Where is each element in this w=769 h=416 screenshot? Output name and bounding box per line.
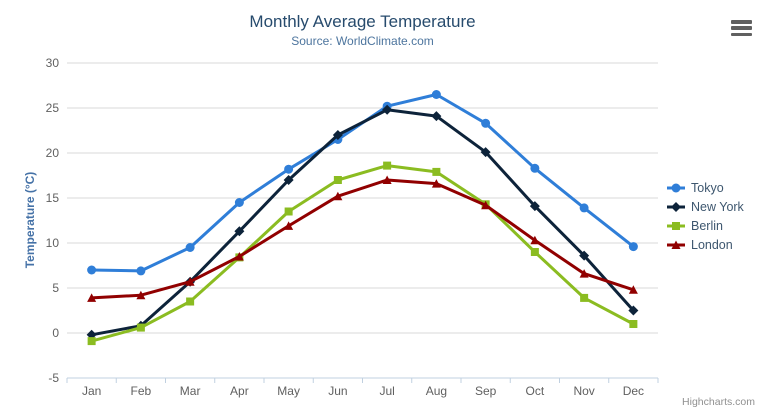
chart-title: Monthly Average Temperature [249, 12, 476, 31]
legend-circle-icon [667, 183, 685, 193]
series-marker-london[interactable] [431, 179, 441, 188]
legend-label: Berlin [691, 219, 723, 233]
legend-label: Tokyo [691, 181, 724, 195]
x-axis-label: Jun [328, 384, 347, 398]
series-marker-london[interactable] [333, 191, 343, 201]
x-axis-label: Oct [526, 384, 545, 398]
legend-symbol-marker[interactable] [671, 183, 681, 193]
legend-item-new-york[interactable]: New York [666, 199, 744, 215]
legend-item-berlin[interactable]: Berlin [666, 218, 744, 234]
series-marker-london[interactable] [87, 293, 97, 302]
legend-symbol-marker[interactable] [672, 222, 680, 230]
legend-label: London [691, 238, 733, 252]
series-marker-tokyo[interactable] [87, 265, 97, 275]
series-marker-new-york[interactable] [628, 305, 639, 316]
series-marker-london[interactable] [579, 269, 589, 278]
series-marker-london[interactable] [382, 175, 392, 185]
y-axis-label: 15 [46, 191, 60, 205]
series-marker-new-york[interactable] [579, 250, 590, 261]
series-marker-tokyo[interactable] [530, 163, 540, 173]
hamburger-menu-icon[interactable] [731, 20, 752, 36]
series-marker-tokyo[interactable] [234, 198, 244, 207]
series-marker-tokyo[interactable] [628, 242, 638, 252]
series-marker-berlin[interactable] [284, 207, 293, 216]
series-marker-berlin[interactable] [383, 161, 392, 170]
series-marker-berlin[interactable] [87, 337, 96, 346]
series-marker-berlin[interactable] [186, 297, 195, 306]
series-marker-berlin[interactable] [530, 248, 539, 256]
y-axis-label: 0 [52, 326, 59, 340]
x-axis-label: Sep [475, 384, 497, 398]
hamburger-bar [731, 26, 752, 30]
x-axis-label: May [277, 384, 300, 398]
series-marker-new-york[interactable] [234, 226, 245, 237]
credits-link[interactable]: Highcharts.com [682, 396, 755, 408]
x-axis-label: Jul [379, 384, 394, 398]
series-marker-tokyo[interactable] [136, 266, 146, 276]
series-marker-berlin[interactable] [333, 176, 342, 184]
x-axis-label: Feb [131, 384, 152, 398]
series-marker-london[interactable] [136, 290, 146, 300]
x-axis-label: Aug [426, 384, 447, 398]
series-marker-tokyo[interactable] [481, 118, 491, 128]
series-marker-tokyo[interactable] [284, 164, 294, 174]
y-axis-label: 20 [46, 146, 60, 160]
y-axis-label: 5 [52, 281, 59, 295]
series-marker-new-york[interactable] [431, 111, 442, 122]
series-marker-berlin[interactable] [629, 320, 638, 328]
hamburger-bar [731, 32, 752, 36]
series-marker-london[interactable] [628, 285, 638, 294]
series-marker-new-york[interactable] [480, 147, 491, 158]
y-axis-label: 10 [46, 236, 60, 250]
series-new-york [86, 104, 639, 340]
y-axis-label: 25 [46, 101, 60, 115]
series-tokyo [87, 90, 638, 276]
y-axis-label: 30 [46, 56, 60, 70]
series-marker-london[interactable] [234, 252, 244, 261]
hamburger-bar [731, 20, 752, 24]
legend-triangle-icon [667, 240, 685, 250]
series-marker-new-york[interactable] [283, 175, 294, 185]
series-marker-berlin[interactable] [136, 323, 145, 332]
legend-item-tokyo[interactable]: Tokyo [666, 180, 744, 196]
series-marker-london[interactable] [185, 277, 195, 286]
series-marker-berlin[interactable] [432, 167, 441, 176]
x-axis-label: Dec [623, 384, 644, 398]
series-marker-new-york[interactable] [529, 201, 540, 212]
legend: Tokyo New York Berlin London [666, 180, 744, 253]
series-marker-tokyo[interactable] [579, 203, 589, 213]
legend-square-icon [667, 222, 685, 230]
x-axis-label: Apr [230, 384, 249, 398]
series-marker-berlin[interactable] [580, 293, 589, 302]
y-axis-label: -5 [48, 371, 59, 385]
series-line-berlin[interactable] [90, 164, 635, 343]
series-line-london[interactable] [90, 178, 635, 300]
series-marker-tokyo[interactable] [431, 90, 441, 99]
series-marker-london[interactable] [284, 221, 294, 230]
series-marker-new-york[interactable] [382, 104, 393, 115]
series-marker-london[interactable] [530, 235, 540, 245]
x-axis-label: Mar [180, 384, 201, 398]
x-axis-label: Nov [573, 384, 594, 398]
series-line-new-york[interactable] [90, 108, 635, 337]
chart-subtitle: Source: WorldClimate.com [291, 34, 434, 48]
legend-item-london[interactable]: London [666, 237, 744, 253]
series-london [87, 175, 638, 302]
series-marker-new-york[interactable] [332, 130, 343, 140]
x-axis-label: Jan [82, 384, 101, 398]
series-marker-london[interactable] [481, 200, 491, 210]
legend-label: New York [691, 200, 744, 214]
series-marker-tokyo[interactable] [185, 243, 195, 252]
legend-diamond-icon [667, 202, 685, 212]
legend-symbol-marker[interactable] [671, 240, 681, 250]
legend-symbol-marker[interactable] [671, 202, 681, 212]
